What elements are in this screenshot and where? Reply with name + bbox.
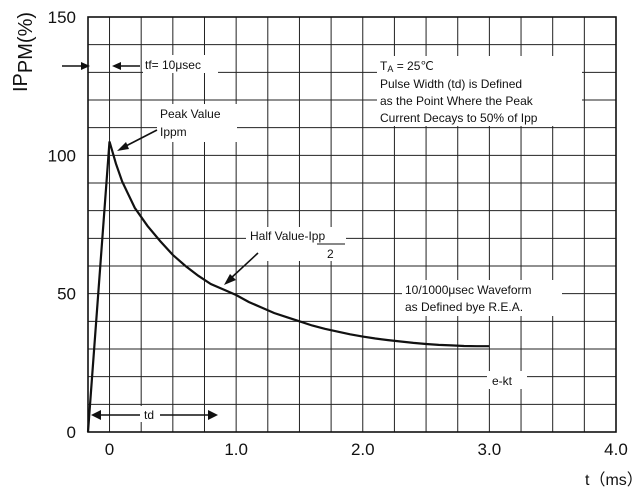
axes [87,16,617,433]
x-tick-label: 2.0 [351,440,375,459]
pulse-width-line3: Current Decays to 50% of Ipp [380,111,538,125]
half-arrow [229,252,259,280]
y-tick-label: 100 [48,146,76,165]
peak-arrowhead [117,142,129,151]
x-tick-label: 1.0 [224,440,248,459]
y-tick-label: 150 [48,8,76,27]
peak-value-label: Peak Value [160,107,221,121]
pulse-width-line1: Pulse Width (td) is Defined [380,77,522,91]
half-denominator: 2 [327,247,334,261]
y-tick-label: 0 [67,423,76,442]
waveform-label-line2: as Defined bye R.E.A. [405,300,523,314]
peak-arrow [123,129,158,148]
td-right-arrowhead [208,410,218,420]
decay-formula-label: e-kt [492,374,513,388]
tick-labels: 0 1.0 2.0 3.0 4.0 0 50 100 150 [48,8,628,459]
waveform-curve [86,141,490,433]
half-value-label: Half Value-Ipp [250,229,325,243]
pulse-width-line2: as the Point Where the Peak [380,94,534,108]
half-arrowhead [224,274,236,285]
tf-left-arrowhead [81,62,90,70]
x-axis-label: t（ms） [585,471,635,489]
y-axis-label: IPPM(%) [10,12,37,92]
tf-label: tf= 10μsec [145,58,201,72]
x-tick-label: 4.0 [604,440,628,459]
tf-right-arrowhead [112,62,121,70]
peak-ippm-label: Ippm [160,125,187,139]
td-left-arrowhead [91,410,101,420]
plot-frame [87,16,617,433]
y-tick-label: 50 [57,285,76,304]
td-label: td [144,408,154,422]
waveform-label-line1: 10/1000μsec Waveform [405,283,532,297]
x-tick-label: 3.0 [478,440,502,459]
temperature-label: TA = 25℃ [380,59,434,74]
x-tick-label: 0 [105,440,114,459]
